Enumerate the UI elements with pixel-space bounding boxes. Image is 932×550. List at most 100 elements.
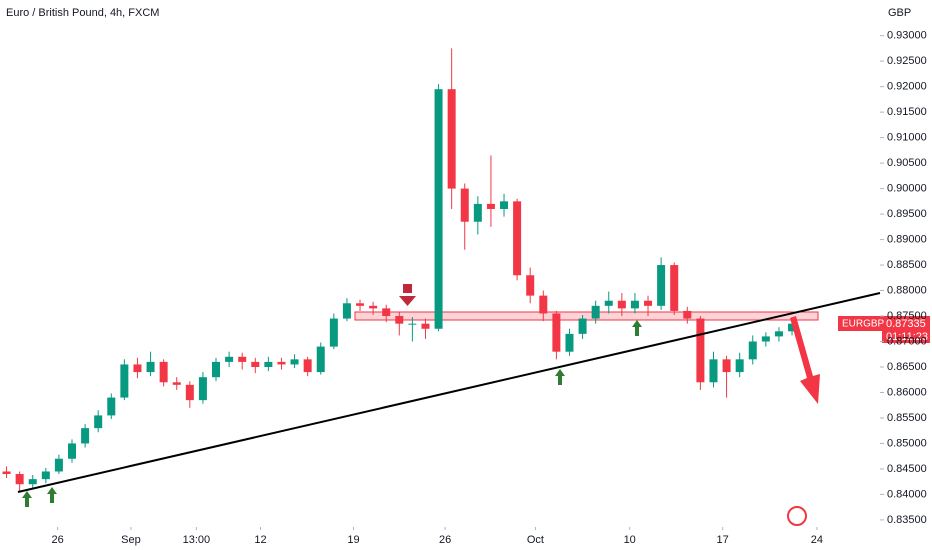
candle-body xyxy=(500,201,509,209)
candle-body xyxy=(657,265,666,306)
y-tick-label: 0.89000 xyxy=(887,233,927,245)
candle-body xyxy=(382,308,391,317)
sell-arrow xyxy=(399,284,416,306)
y-tick-label: 0.91000 xyxy=(887,132,927,144)
y-tick-label: 0.85000 xyxy=(887,437,927,449)
price-label: 0.87335 xyxy=(886,318,926,330)
currency-label: GBP xyxy=(888,7,911,19)
x-tick-label: Sep xyxy=(121,534,141,546)
candle-body xyxy=(447,89,456,189)
x-tick-label: 26 xyxy=(439,534,451,546)
chart-title: Euro / British Pound, 4h, FXCM xyxy=(6,7,159,19)
candle-body xyxy=(172,382,181,385)
candle-body xyxy=(395,316,404,324)
candle-body xyxy=(460,188,469,222)
candle-body xyxy=(617,300,626,309)
x-tick-label: 10 xyxy=(624,534,636,546)
x-tick-label: 13:00 xyxy=(183,534,211,546)
candle-body xyxy=(277,361,286,365)
candle-body xyxy=(408,323,417,325)
candle-body xyxy=(670,265,679,311)
y-tick-label: 0.93000 xyxy=(887,30,927,42)
candle-body xyxy=(552,313,561,352)
symbol-badge xyxy=(838,316,882,331)
candle-body xyxy=(421,323,430,329)
candle-body xyxy=(54,458,63,472)
candle-body xyxy=(774,331,783,337)
candle-body xyxy=(722,359,731,373)
x-tick-label: Oct xyxy=(527,534,544,546)
y-tick-label: 0.88500 xyxy=(887,259,927,271)
x-tick-label: 26 xyxy=(51,534,63,546)
y-tick-label: 0.87500 xyxy=(887,310,927,322)
price-badge xyxy=(882,316,930,343)
y-tick-label: 0.92500 xyxy=(887,55,927,67)
candle-body xyxy=(107,397,116,416)
watermark-icon xyxy=(787,506,807,526)
y-tick-label: 0.92000 xyxy=(887,81,927,93)
x-tick-label: 19 xyxy=(347,534,359,546)
candle-body xyxy=(133,364,142,373)
y-tick-label: 0.87000 xyxy=(887,335,927,347)
candle-body xyxy=(185,384,194,401)
candle-body xyxy=(15,474,24,485)
candle-body xyxy=(238,356,247,362)
symbol-label: EURGBP xyxy=(842,319,885,330)
y-tick-label: 0.88000 xyxy=(887,284,927,296)
x-tick-label: 24 xyxy=(811,534,823,546)
candle-body xyxy=(473,203,482,222)
candle-body xyxy=(526,275,535,296)
candle-body xyxy=(212,361,221,378)
candle-body xyxy=(356,303,365,306)
candle-body xyxy=(748,341,757,360)
candle-body xyxy=(81,428,90,444)
y-tick-label: 0.83500 xyxy=(887,514,927,526)
y-tick-label: 0.86500 xyxy=(887,361,927,373)
candle-body xyxy=(41,471,50,480)
candle-body xyxy=(630,300,639,309)
down-arrow xyxy=(790,316,820,404)
candle-body xyxy=(159,361,168,383)
candle-body xyxy=(709,359,718,383)
candle-body xyxy=(683,310,692,319)
y-tick-label: 0.91500 xyxy=(887,106,927,118)
candle-body xyxy=(198,377,207,401)
candle-body xyxy=(251,361,260,367)
candle-body xyxy=(264,361,273,367)
candle-body xyxy=(696,318,705,383)
candle-body xyxy=(486,203,495,209)
candle-body xyxy=(68,443,77,459)
candle-body xyxy=(565,333,574,352)
candle-body xyxy=(578,318,587,334)
candle-body xyxy=(225,356,234,362)
candle-body xyxy=(290,359,299,365)
y-tick-label: 0.84000 xyxy=(887,488,927,500)
candle-body xyxy=(434,89,443,329)
candle-body xyxy=(2,471,11,475)
candle-body xyxy=(604,300,613,306)
candle-body xyxy=(761,336,770,342)
candle-body xyxy=(369,305,378,309)
candle-body xyxy=(303,359,312,373)
candle-body xyxy=(329,318,338,347)
buy-arrows xyxy=(22,320,642,507)
candle-body xyxy=(94,415,103,429)
candle-body xyxy=(120,364,129,398)
candle-body xyxy=(513,201,522,276)
x-tick-label: 12 xyxy=(254,534,266,546)
candle-body xyxy=(735,359,744,373)
y-tick-label: 0.90000 xyxy=(887,182,927,194)
y-tick-label: 0.90500 xyxy=(887,157,927,169)
candle-body xyxy=(316,346,325,373)
y-tick-label: 0.89500 xyxy=(887,208,927,220)
trendline xyxy=(17,292,881,493)
candle-body xyxy=(342,303,351,319)
x-tick-label: 17 xyxy=(717,534,729,546)
candle-body xyxy=(591,305,600,319)
candle-body xyxy=(28,479,37,485)
y-tick-label: 0.84500 xyxy=(887,463,927,475)
y-tick-label: 0.85500 xyxy=(887,412,927,424)
candle-body xyxy=(644,300,653,306)
